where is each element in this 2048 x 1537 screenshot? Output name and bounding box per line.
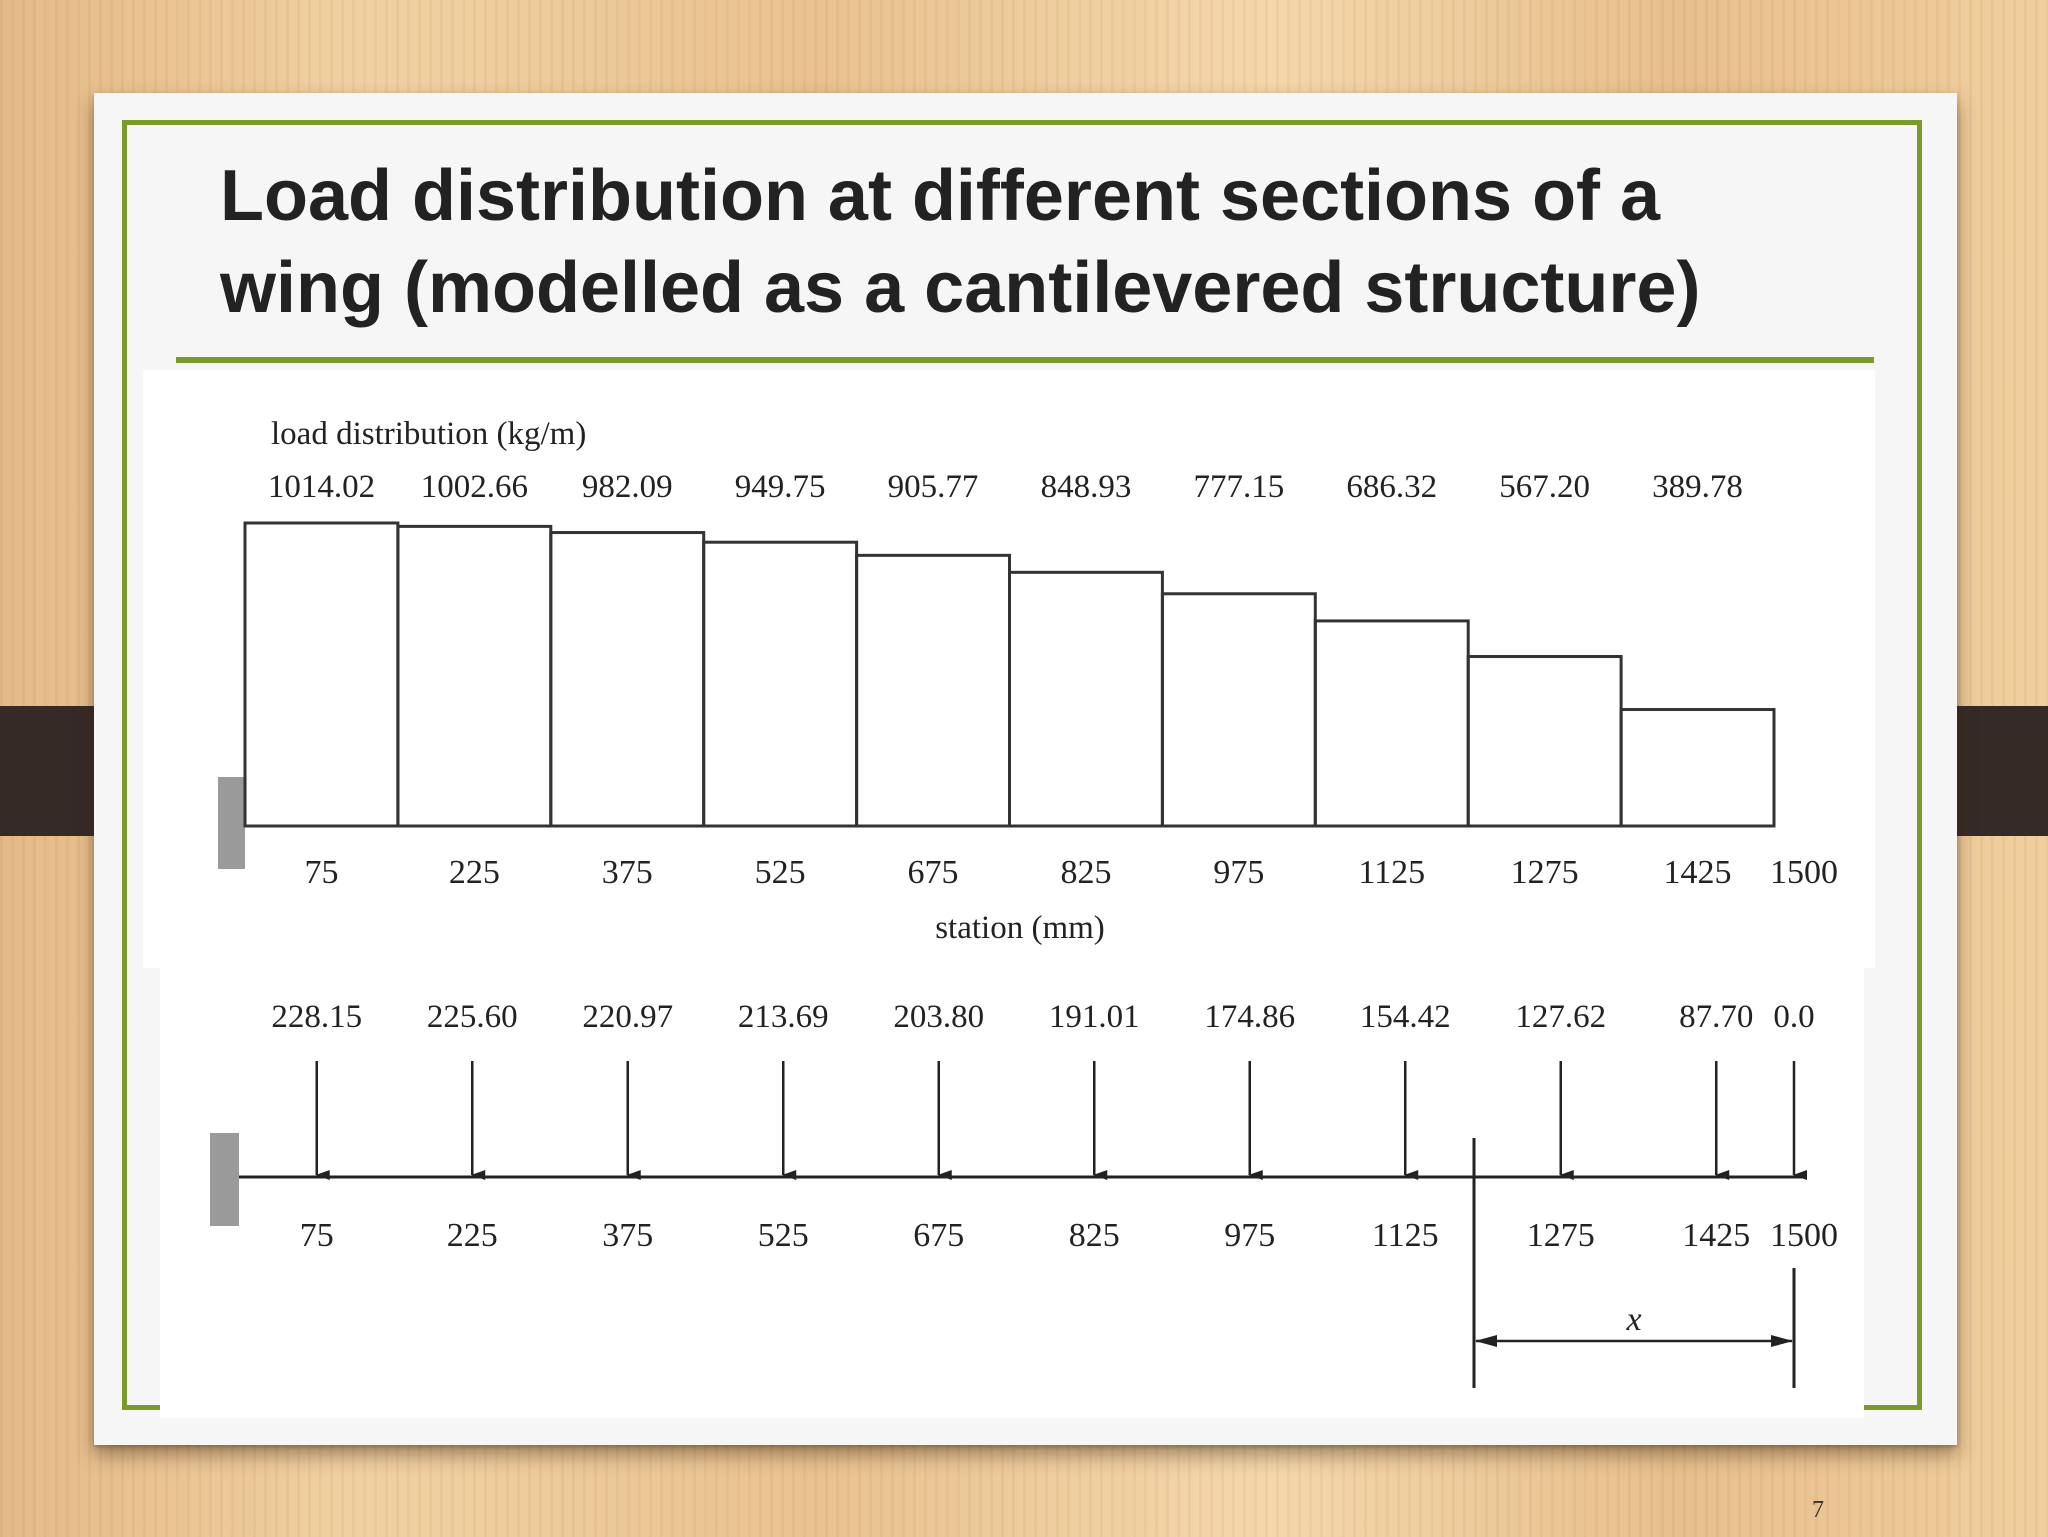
title-underline [176, 357, 1874, 363]
load-distribution-svg: load distribution (kg/m) 1014.02 1002.66 9… [218, 416, 1838, 946]
point-load-diagram: 228.15 225.60 220.97 213.69 203.80 191.01 174.… [160, 968, 1864, 1418]
station-label: 75 [300, 1217, 334, 1254]
load-value-label: 777.15 [1193, 469, 1284, 505]
wall-support-2 [210, 1133, 239, 1226]
load-value-label: 982.09 [582, 469, 673, 505]
station-label: 1425 [1664, 854, 1732, 891]
station-label: 525 [755, 854, 806, 891]
force-value-labels: 228.15 225.60 220.97 213.69 203.80 191.01 174.… [271, 999, 1814, 1035]
load-bar [1160, 592, 1317, 828]
station-label: 375 [602, 854, 653, 891]
load-value-label: 567.20 [1499, 469, 1590, 505]
station-label: 75 [304, 854, 338, 891]
station-label: 525 [758, 1217, 809, 1254]
load-value-label: 686.32 [1346, 469, 1437, 505]
station-labels: 75 225 375 525 675 825 975 1125 1275 1425 1500 [304, 854, 1838, 891]
load-bars [243, 521, 1776, 828]
load-bar [1466, 655, 1623, 828]
station-label: 825 [1069, 1217, 1120, 1254]
slide-title: Load distribution at different sections … [220, 150, 1900, 334]
station-label: 1275 [1511, 854, 1579, 891]
load-value-label: 1002.66 [421, 469, 528, 505]
force-value-label: 0.0 [1773, 999, 1814, 1035]
station-label: 975 [1213, 854, 1264, 891]
station-label: 1125 [1358, 854, 1425, 891]
station-label: 1500 [1770, 854, 1838, 891]
station-label: 1425 [1682, 1217, 1750, 1254]
force-value-label: 191.01 [1049, 999, 1140, 1035]
title-line-1: Load distribution at different sections … [220, 156, 1661, 236]
force-value-label: 127.62 [1515, 999, 1606, 1035]
load-value-label: 848.93 [1041, 469, 1132, 505]
load-value-label: 1014.02 [268, 469, 375, 505]
load-bar [1313, 619, 1470, 828]
title-line-2: wing (modelled as a cantilevered structu… [220, 248, 1701, 328]
load-bar [396, 524, 553, 828]
station-label: 1275 [1527, 1217, 1595, 1254]
force-value-label: 87.70 [1679, 999, 1753, 1035]
station-label: 1500 [1770, 1217, 1838, 1254]
station-label: 825 [1060, 854, 1111, 891]
force-value-label: 213.69 [738, 999, 829, 1035]
load-value-label: 389.78 [1652, 469, 1743, 505]
page-number: 7 [1812, 1497, 1824, 1523]
load-bar [855, 553, 1011, 828]
station-label: 375 [602, 1217, 653, 1254]
load-distribution-diagram: load distribution (kg/m) 1014.02 1002.66 9… [143, 370, 1875, 968]
station-labels-2: 75 225 375 525 675 825 975 1125 1275 1425 1500 [300, 1217, 1838, 1254]
force-value-label: 174.86 [1204, 999, 1295, 1035]
load-bar [702, 540, 859, 828]
force-value-label: 203.80 [893, 999, 984, 1035]
load-bar [243, 521, 400, 828]
wall-support [218, 777, 245, 869]
load-bar [1008, 570, 1164, 828]
load-value-labels: 1014.02 1002.66 982.09 949.75 905.77 848.93 77… [268, 469, 1743, 505]
point-load-svg: 228.15 225.60 220.97 213.69 203.80 191.01 174.… [210, 999, 1838, 1388]
force-value-label: 154.42 [1360, 999, 1451, 1035]
load-value-label: 949.75 [735, 469, 826, 505]
station-label: 225 [449, 854, 500, 891]
dimension-label: x [1625, 1301, 1641, 1338]
station-label: 975 [1224, 1217, 1275, 1254]
load-heading: load distribution (kg/m) [271, 416, 586, 452]
station-label: 675 [908, 854, 959, 891]
station-label: 1125 [1372, 1217, 1439, 1254]
load-bar [549, 531, 706, 828]
load-value-label: 905.77 [888, 469, 979, 505]
force-arrows [315, 1061, 1807, 1180]
station-label: 675 [913, 1217, 964, 1254]
station-label: 225 [447, 1217, 498, 1254]
force-value-label: 225.60 [427, 999, 518, 1035]
force-value-label: 220.97 [582, 999, 673, 1035]
force-value-label: 228.15 [271, 999, 362, 1035]
station-axis-label: station (mm) [935, 910, 1105, 946]
load-bar [1619, 708, 1776, 828]
